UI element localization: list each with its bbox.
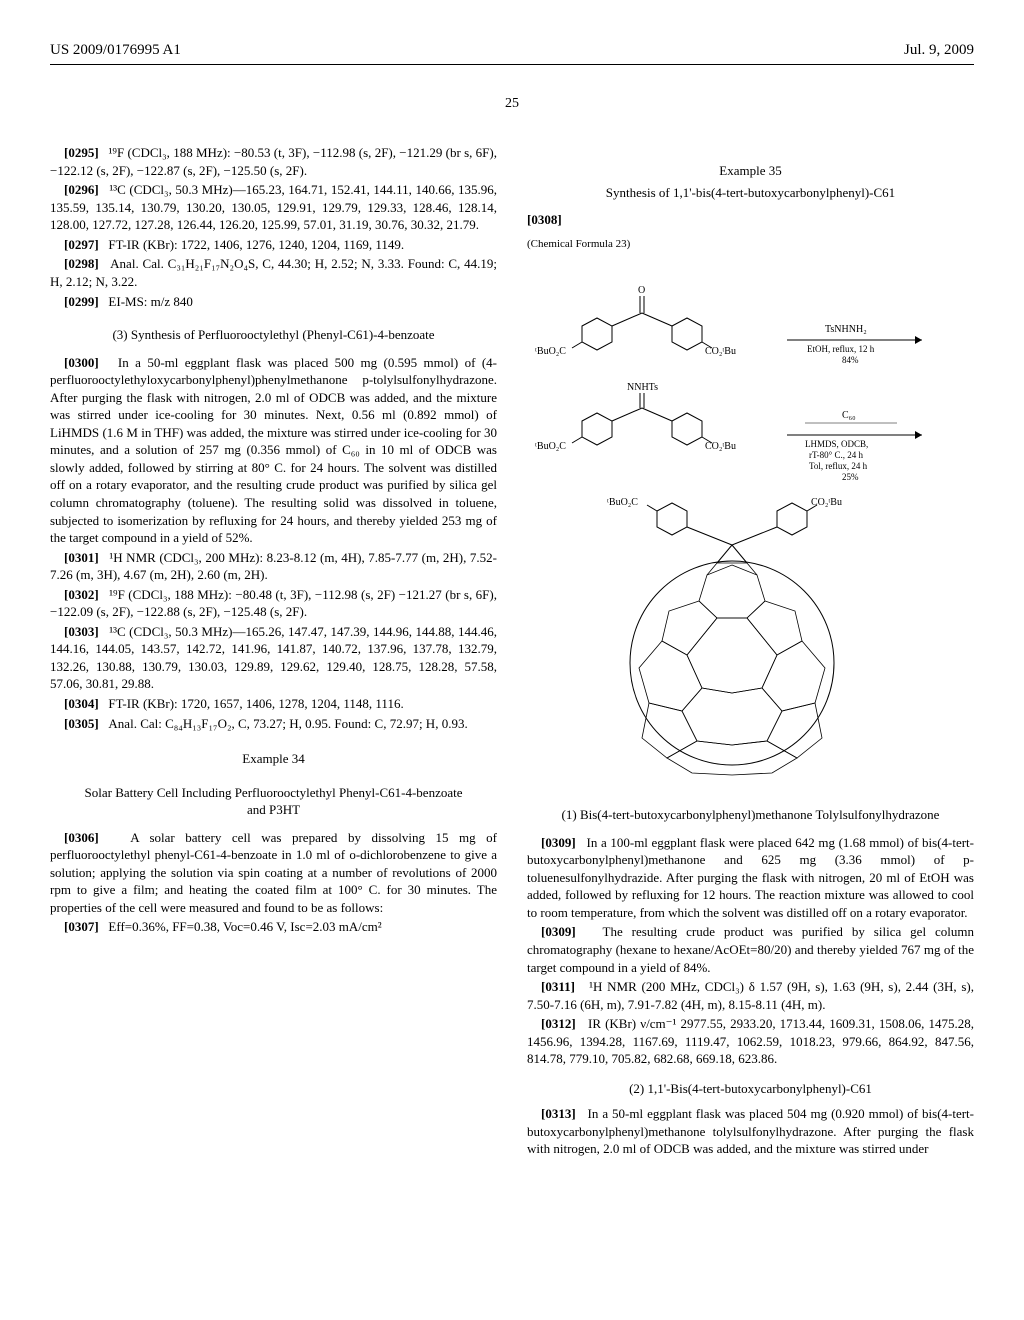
example-35-label: Example 35	[527, 162, 974, 180]
para-0295: [0295] ¹⁹F (CDCl₃, 188 MHz): −80.53 (t, …	[50, 144, 497, 179]
doc-number: US 2009/0176995 A1	[50, 40, 181, 60]
svg-text:Tol, reflux, 24 h: Tol, reflux, 24 h	[809, 461, 868, 471]
svg-text:C₆₀: C₆₀	[842, 410, 856, 421]
para-0305: [0305] Anal. Cal: C₈₄H₁₃F₁₇O₂, C, 73.27;…	[50, 715, 497, 733]
svg-text:ᵗBuO₂C: ᵗBuO₂C	[607, 497, 638, 508]
para-0309b: [0309] The resulting crude product was p…	[527, 923, 974, 976]
svg-text:O: O	[638, 285, 645, 296]
svg-text:EtOH, reflux, 12 h: EtOH, reflux, 12 h	[807, 344, 875, 354]
example-34-title: Solar Battery Cell Including Perfluorooc…	[80, 784, 467, 819]
section-3-title: (3) Synthesis of Perfluorooctylethyl (Ph…	[80, 326, 467, 344]
chemical-scheme: O ᵗBuO₂C CO₂ᵗBu TsNHNH₂ EtOH, reflux, 12…	[527, 258, 974, 793]
para-0306: [0306] A solar battery cell was prepared…	[50, 829, 497, 917]
para-0302: [0302] ¹⁹F (CDCl₃, 188 MHz): −80.48 (t, …	[50, 586, 497, 621]
compound-1: O ᵗBuO₂C CO₂ᵗBu	[535, 285, 736, 357]
compound-3: ᵗBuO₂C CO₂ᵗBu	[607, 497, 842, 775]
svg-text:CO₂ᵗBu: CO₂ᵗBu	[705, 346, 736, 357]
para-0296: [0296] ¹³C (CDCl₃, 50.3 MHz)—165.23, 164…	[50, 181, 497, 234]
para-0300: [0300] In a 50-ml eggplant flask was pla…	[50, 354, 497, 547]
para-0308: [0308]	[527, 211, 974, 229]
svg-text:84%: 84%	[842, 355, 859, 365]
svg-text:25%: 25%	[842, 472, 859, 482]
svg-text:ᵗBuO₂C: ᵗBuO₂C	[535, 441, 566, 452]
svg-text:CO₂ᵗBu: CO₂ᵗBu	[705, 441, 736, 452]
svg-text:NNHTs: NNHTs	[627, 382, 658, 393]
compound-2: NNHTs ᵗBuO₂C CO₂ᵗBu	[535, 382, 736, 452]
para-0312: [0312] IR (KBr) ν/cm⁻¹ 2977.55, 2933.20,…	[527, 1015, 974, 1068]
left-column: [0295] ¹⁹F (CDCl₃, 188 MHz): −80.53 (t, …	[50, 144, 497, 1160]
para-0304: [0304] FT-IR (KBr): 1720, 1657, 1406, 12…	[50, 695, 497, 713]
para-0303: [0303] ¹³C (CDCl₃, 50.3 MHz)—165.26, 147…	[50, 623, 497, 693]
svg-text:ᵗBuO₂C: ᵗBuO₂C	[535, 346, 566, 357]
para-0309: [0309] In a 100-ml eggplant flask were p…	[527, 834, 974, 922]
para-0299: [0299] EI-MS: m/z 840	[50, 293, 497, 311]
svg-text:rT-80° C., 24 h: rT-80° C., 24 h	[809, 450, 864, 460]
doc-date: Jul. 9, 2009	[904, 40, 974, 60]
chem-formula-label: (Chemical Formula 23)	[527, 237, 974, 252]
subsection-1: (1) Bis(4-tert-butoxycarbonylphenyl)meth…	[547, 806, 954, 824]
para-0301: [0301] ¹H NMR (CDCl₃, 200 MHz): 8.23-8.1…	[50, 549, 497, 584]
header-rule	[50, 64, 974, 65]
subsection-2: (2) 1,1'-Bis(4-tert-butoxycarbonylphenyl…	[527, 1080, 974, 1098]
para-0298: [0298] Anal. Cal. C₃₁H₂₁F₁₇N₂O₄S, C, 44.…	[50, 255, 497, 290]
para-0313: [0313] In a 50-ml eggplant flask was pla…	[527, 1105, 974, 1158]
example-35-title: Synthesis of 1,1'-bis(4-tert-butoxycarbo…	[557, 184, 944, 202]
right-column: Example 35 Synthesis of 1,1'-bis(4-tert-…	[527, 144, 974, 1160]
para-0307: [0307] Eff=0.36%, FF=0.38, Voc=0.46 V, I…	[50, 918, 497, 936]
para-0311: [0311] ¹H NMR (200 MHz, CDCl₃) δ 1.57 (9…	[527, 978, 974, 1013]
page-number: 25	[50, 95, 974, 114]
para-0297: [0297] FT-IR (KBr): 1722, 1406, 1276, 12…	[50, 236, 497, 254]
example-34-label: Example 34	[50, 750, 497, 768]
reagent-1: TsNHNH₂	[825, 324, 867, 335]
svg-text:LHMDS, ODCB,: LHMDS, ODCB,	[805, 439, 868, 449]
